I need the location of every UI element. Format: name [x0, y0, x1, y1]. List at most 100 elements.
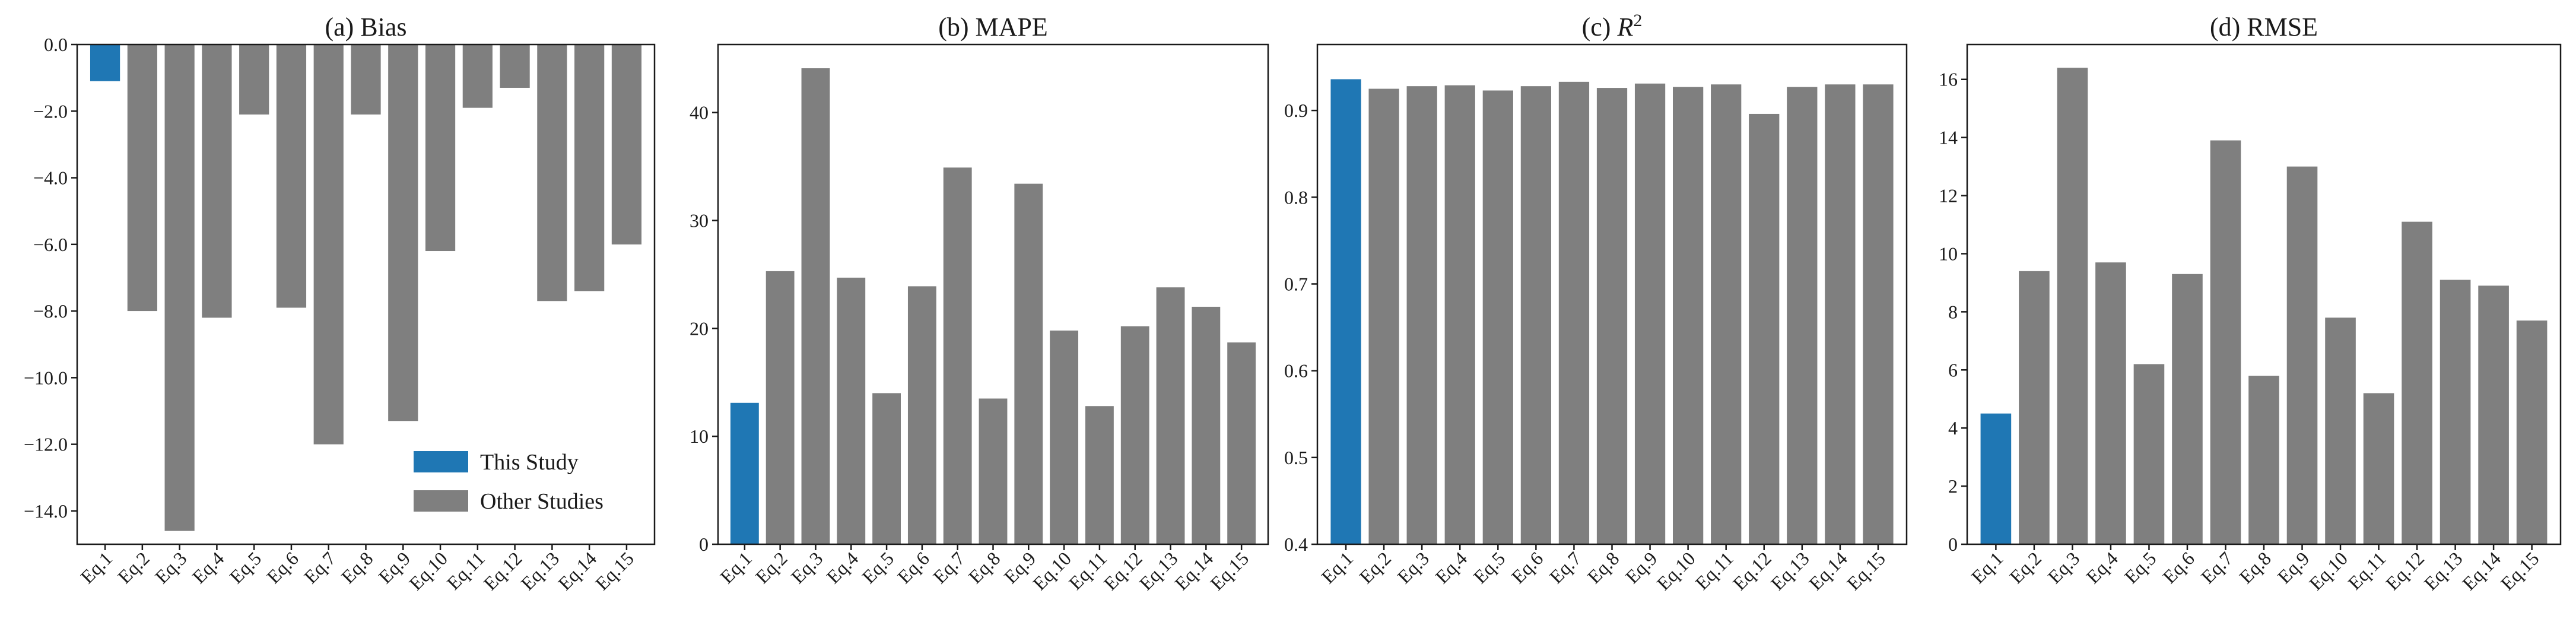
x-tick-label: Eq.12	[1100, 547, 1146, 594]
x-tick-label: Eq.1	[716, 547, 756, 588]
x-tick-label: Eq.7	[2197, 547, 2237, 588]
bar-eq15	[611, 45, 642, 245]
bar-eq11	[2363, 393, 2394, 544]
bar-eq12	[2402, 221, 2432, 544]
x-tick-label: Eq.4	[2082, 547, 2122, 588]
x-tick-label: Eq.3	[787, 547, 827, 588]
bar-eq7	[1558, 81, 1590, 544]
bar-eq10	[2325, 318, 2356, 544]
y-tick-label: 10	[1939, 243, 1958, 264]
x-tick-label: Eq.11	[1065, 547, 1111, 594]
y-tick-label: 0.7	[1284, 273, 1308, 294]
y-tick-label: 12	[1939, 185, 1958, 207]
x-tick-label: Eq.13	[1767, 547, 1813, 594]
bar-eq4	[837, 277, 866, 544]
y-tick-label: 0	[699, 534, 709, 555]
y-tick-label: 0.9	[1284, 100, 1308, 121]
bar-eq1	[1980, 413, 2012, 544]
bar-eq13	[537, 45, 567, 302]
x-tick-label: Eq.15	[1206, 547, 1253, 594]
y-tick-label: −2.0	[33, 100, 68, 122]
bar-eq4	[2095, 262, 2126, 544]
bar-eq12	[1749, 113, 1780, 544]
x-tick-label: Eq.12	[1729, 547, 1775, 594]
bar-eq8	[2248, 376, 2279, 544]
bar-eq11	[1085, 406, 1114, 544]
x-tick-label: Eq.12	[2381, 547, 2428, 594]
bar-eq7	[943, 167, 972, 544]
y-tick-label: 20	[690, 318, 709, 339]
x-tick-label: Eq.14	[1805, 547, 1851, 594]
x-tick-label: Eq.8	[964, 547, 1005, 588]
legend-label-other-studies: Other Studies	[480, 489, 603, 514]
x-tick-label: Eq.11	[443, 547, 489, 594]
y-tick-label: 0	[1948, 534, 1958, 555]
x-tick-label: Eq.3	[151, 547, 191, 588]
bar-eq6	[1520, 86, 1551, 544]
x-tick-label: Eq.6	[1507, 547, 1548, 588]
panel-4: 0246810121416Eq.1Eq.2Eq.3Eq.4Eq.5Eq.6Eq.…	[1939, 12, 2562, 594]
bar-eq6	[907, 286, 936, 544]
x-tick-label: Eq.7	[929, 547, 969, 588]
panel-title: (b) MAPE	[938, 12, 1048, 42]
bar-eq13	[1156, 287, 1185, 544]
bar-eq3	[164, 45, 195, 531]
y-tick-label: 0.0	[44, 34, 68, 55]
bar-eq14	[574, 45, 605, 291]
x-tick-label: Eq.2	[1355, 547, 1396, 588]
bar-eq15	[1863, 84, 1894, 545]
legend-swatch-other-studies	[414, 490, 468, 512]
bar-eq12	[500, 45, 530, 88]
x-tick-label: Eq.5	[857, 547, 898, 588]
bar-eq9	[1634, 83, 1666, 544]
bar-eq8	[1596, 88, 1628, 544]
y-tick-label: 10	[690, 426, 709, 447]
x-tick-label: Eq.6	[893, 547, 933, 588]
bar-eq14	[1192, 306, 1221, 544]
x-tick-label: Eq.4	[188, 547, 228, 588]
bar-eq9	[388, 45, 418, 421]
x-tick-label: Eq.14	[2458, 547, 2505, 594]
bar-eq13	[1787, 87, 1818, 544]
y-tick-label: 2	[1948, 475, 1958, 497]
y-tick-label: 4	[1948, 417, 1958, 439]
x-tick-label: Eq.4	[1431, 547, 1472, 588]
y-tick-label: 14	[1939, 127, 1958, 148]
y-tick-label: 0.5	[1284, 447, 1308, 468]
y-tick-label: 0.8	[1284, 186, 1308, 208]
x-tick-label: Eq.3	[1393, 547, 1434, 588]
bar-eq10	[1050, 330, 1079, 544]
bar-eq2	[766, 271, 795, 544]
bar-eq14	[2478, 285, 2509, 544]
bar-eq15	[1227, 342, 1256, 544]
x-tick-label: Eq.6	[2158, 547, 2199, 588]
y-tick-label: 6	[1948, 359, 1958, 380]
bar-eq7	[313, 45, 344, 445]
panel-3: 0.40.50.60.70.80.9Eq.1Eq.2Eq.3Eq.4Eq.5Eq…	[1284, 11, 1908, 594]
panel-title: (a) Bias	[325, 12, 406, 42]
y-tick-label: −8.0	[33, 300, 68, 322]
bar-eq14	[1825, 84, 1856, 545]
bar-eq3	[801, 68, 830, 544]
x-tick-label: Eq.2	[751, 547, 792, 588]
bar-eq5	[2133, 364, 2165, 544]
bar-eq15	[2516, 320, 2548, 544]
x-tick-label: Eq.1	[1317, 547, 1357, 588]
x-tick-label: Eq.11	[2343, 547, 2390, 594]
x-tick-label: Eq.14	[554, 547, 601, 594]
bar-eq2	[127, 45, 157, 312]
bar-eq5	[872, 393, 901, 544]
x-tick-label: Eq.11	[1691, 547, 1738, 594]
x-tick-label: Eq.7	[1545, 547, 1586, 588]
bar-eq2	[1368, 88, 1399, 545]
y-tick-label: 40	[690, 102, 709, 123]
bar-eq5	[239, 45, 269, 115]
x-tick-label: Eq.10	[1653, 547, 1700, 594]
x-tick-label: Eq.10	[1028, 547, 1075, 594]
y-tick-label: −12.0	[24, 434, 68, 455]
bar-eq3	[1406, 86, 1437, 544]
panel-title: (c) R2	[1582, 11, 1643, 42]
bar-eq6	[2172, 274, 2203, 544]
panel-title: (d) RMSE	[2210, 12, 2318, 42]
y-tick-label: 16	[1939, 69, 1958, 90]
